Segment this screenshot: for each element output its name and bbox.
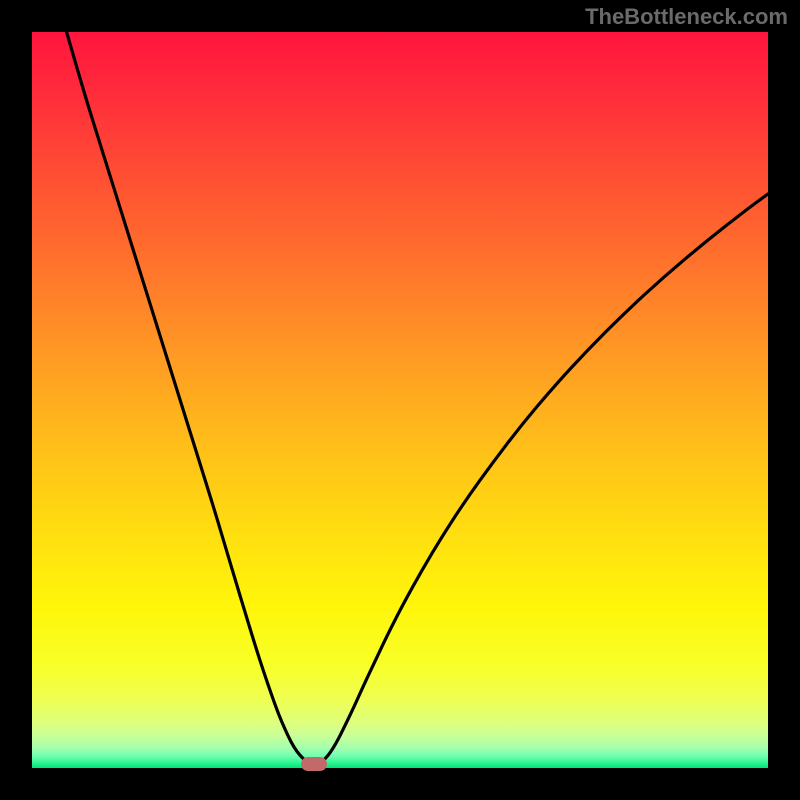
- bottleneck-curve: [0, 0, 800, 800]
- chart-container: TheBottleneck.com: [0, 0, 800, 800]
- curve-path: [67, 32, 768, 765]
- watermark-text: TheBottleneck.com: [585, 4, 788, 30]
- optimal-marker: [301, 757, 327, 771]
